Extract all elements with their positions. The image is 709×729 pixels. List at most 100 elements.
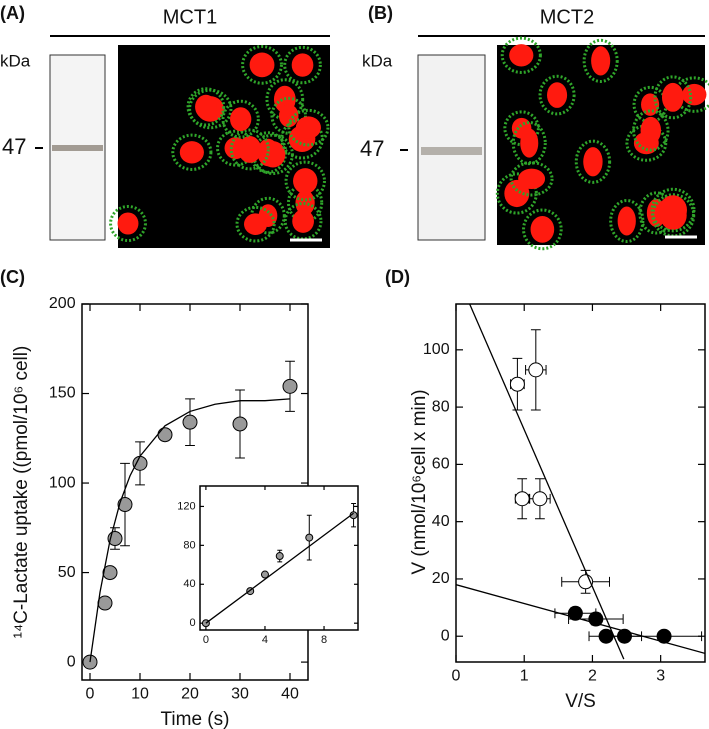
data-point bbox=[532, 491, 548, 507]
cell-nucleus bbox=[195, 94, 217, 120]
x-tick-label: 0 bbox=[203, 634, 209, 646]
blot-title: MCT2 bbox=[540, 6, 594, 28]
y-tick-label: 80 bbox=[183, 539, 195, 551]
cell-nucleus bbox=[547, 82, 568, 108]
fit-line bbox=[456, 584, 705, 655]
blot-marker: 47 bbox=[360, 136, 384, 161]
cell-nucleus bbox=[291, 53, 314, 77]
fit-line bbox=[89, 398, 291, 663]
cell-nucleus bbox=[278, 104, 299, 128]
cell-nucleus bbox=[238, 136, 262, 163]
x-axis-label: Time (s) bbox=[161, 709, 230, 729]
cell-nucleus bbox=[117, 212, 139, 235]
cell-nucleus bbox=[641, 93, 660, 116]
data-point bbox=[232, 416, 248, 432]
data-point bbox=[182, 414, 198, 430]
cell-membrane bbox=[522, 208, 563, 251]
x-tick-label: 0 bbox=[452, 668, 461, 685]
blot-marker: 47 bbox=[2, 134, 26, 159]
y-tick-label: 0 bbox=[189, 617, 195, 629]
cell-nucleus bbox=[659, 195, 687, 225]
blot-unit: kDa bbox=[362, 51, 393, 70]
panel-label: (C) bbox=[0, 267, 25, 287]
fit-line bbox=[469, 304, 625, 660]
data-point bbox=[102, 565, 118, 581]
cell-membrane bbox=[229, 128, 270, 171]
cell-nucleus bbox=[243, 213, 268, 235]
cell-membrane bbox=[109, 204, 147, 243]
cell-nucleus bbox=[583, 147, 603, 177]
cell-membrane bbox=[653, 75, 693, 120]
data-point bbox=[514, 491, 530, 507]
cell-nucleus bbox=[260, 141, 286, 168]
x-tick-label: 1 bbox=[520, 668, 529, 685]
y-axis-label: ¹⁴C-Lactate uptake ((pmol/10⁶ cell) bbox=[11, 346, 32, 639]
y-tick-label: 100 bbox=[49, 474, 76, 491]
y-tick-label: 150 bbox=[49, 385, 76, 402]
cell-nucleus bbox=[520, 128, 539, 158]
data-point bbox=[97, 595, 113, 611]
data-point bbox=[528, 362, 544, 378]
data-point bbox=[275, 552, 284, 561]
fit-line bbox=[205, 512, 354, 624]
cell-nucleus bbox=[530, 215, 555, 243]
x-axis-label: V/S bbox=[565, 691, 596, 712]
x-tick-label: 8 bbox=[321, 634, 327, 646]
cell-membrane bbox=[270, 96, 307, 135]
cell-membrane bbox=[287, 108, 330, 147]
cell-nucleus bbox=[292, 209, 314, 233]
cell-nucleus bbox=[295, 116, 321, 139]
cell-nucleus bbox=[230, 107, 252, 132]
y-tick-label: 50 bbox=[58, 564, 76, 581]
panel-label: (A) bbox=[0, 3, 25, 23]
cell-membrane bbox=[171, 133, 213, 171]
cell-membrane bbox=[574, 139, 612, 184]
panel-label: (B) bbox=[368, 3, 393, 23]
plot-frame bbox=[199, 485, 359, 631]
x-tick-label: 10 bbox=[131, 686, 149, 703]
cell-nucleus bbox=[591, 46, 611, 76]
y-tick-label: 20 bbox=[432, 570, 450, 587]
panel-label: (D) bbox=[385, 267, 410, 287]
cell-nucleus bbox=[293, 168, 318, 194]
cell-membrane bbox=[221, 99, 260, 139]
cell-membrane bbox=[241, 45, 283, 85]
cell-nucleus bbox=[661, 82, 684, 112]
data-point bbox=[117, 497, 133, 513]
data-point bbox=[260, 570, 269, 579]
y-tick-label: 0 bbox=[67, 653, 76, 670]
cell-nucleus bbox=[640, 116, 662, 145]
cell-membrane bbox=[582, 38, 619, 83]
cell-membrane bbox=[235, 205, 276, 243]
data-point bbox=[157, 427, 173, 443]
cell-membrane bbox=[286, 182, 324, 223]
data-point bbox=[509, 376, 525, 392]
y-tick-label: 40 bbox=[183, 578, 195, 590]
y-tick-label: 60 bbox=[432, 456, 450, 473]
x-tick-label: 3 bbox=[656, 668, 665, 685]
cell-nucleus bbox=[617, 206, 636, 236]
cell-membrane bbox=[284, 160, 326, 202]
cell-nucleus bbox=[509, 44, 534, 67]
cell-membrane bbox=[500, 36, 542, 74]
y-axis-label: V (nmol/10⁶cell x min) bbox=[409, 389, 430, 574]
cell-membrane bbox=[495, 172, 538, 215]
cell-membrane bbox=[650, 187, 696, 233]
y-tick-label: 200 bbox=[49, 295, 76, 312]
cell-membrane bbox=[283, 45, 322, 85]
x-tick-label: 4 bbox=[262, 634, 268, 646]
x-tick-label: 2 bbox=[588, 668, 597, 685]
y-tick-label: 120 bbox=[177, 500, 195, 512]
cell-membrane bbox=[186, 87, 226, 127]
x-tick-label: 40 bbox=[281, 686, 299, 703]
plot-frame bbox=[455, 303, 706, 663]
cell-membrane bbox=[632, 109, 670, 152]
data-point bbox=[282, 378, 298, 394]
x-tick-label: 20 bbox=[181, 686, 199, 703]
x-tick-label: 30 bbox=[231, 686, 249, 703]
y-tick-label: 80 bbox=[432, 398, 450, 415]
data-point bbox=[656, 628, 672, 644]
cell-membrane bbox=[538, 74, 576, 116]
